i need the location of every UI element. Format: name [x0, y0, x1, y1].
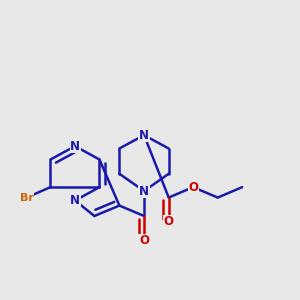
Text: N: N: [70, 194, 80, 207]
Text: N: N: [139, 129, 149, 142]
Text: O: O: [188, 181, 198, 194]
Text: O: O: [139, 234, 149, 247]
Text: N: N: [139, 184, 149, 197]
Text: Br: Br: [20, 193, 34, 202]
Text: O: O: [164, 215, 174, 228]
Text: N: N: [70, 140, 80, 153]
